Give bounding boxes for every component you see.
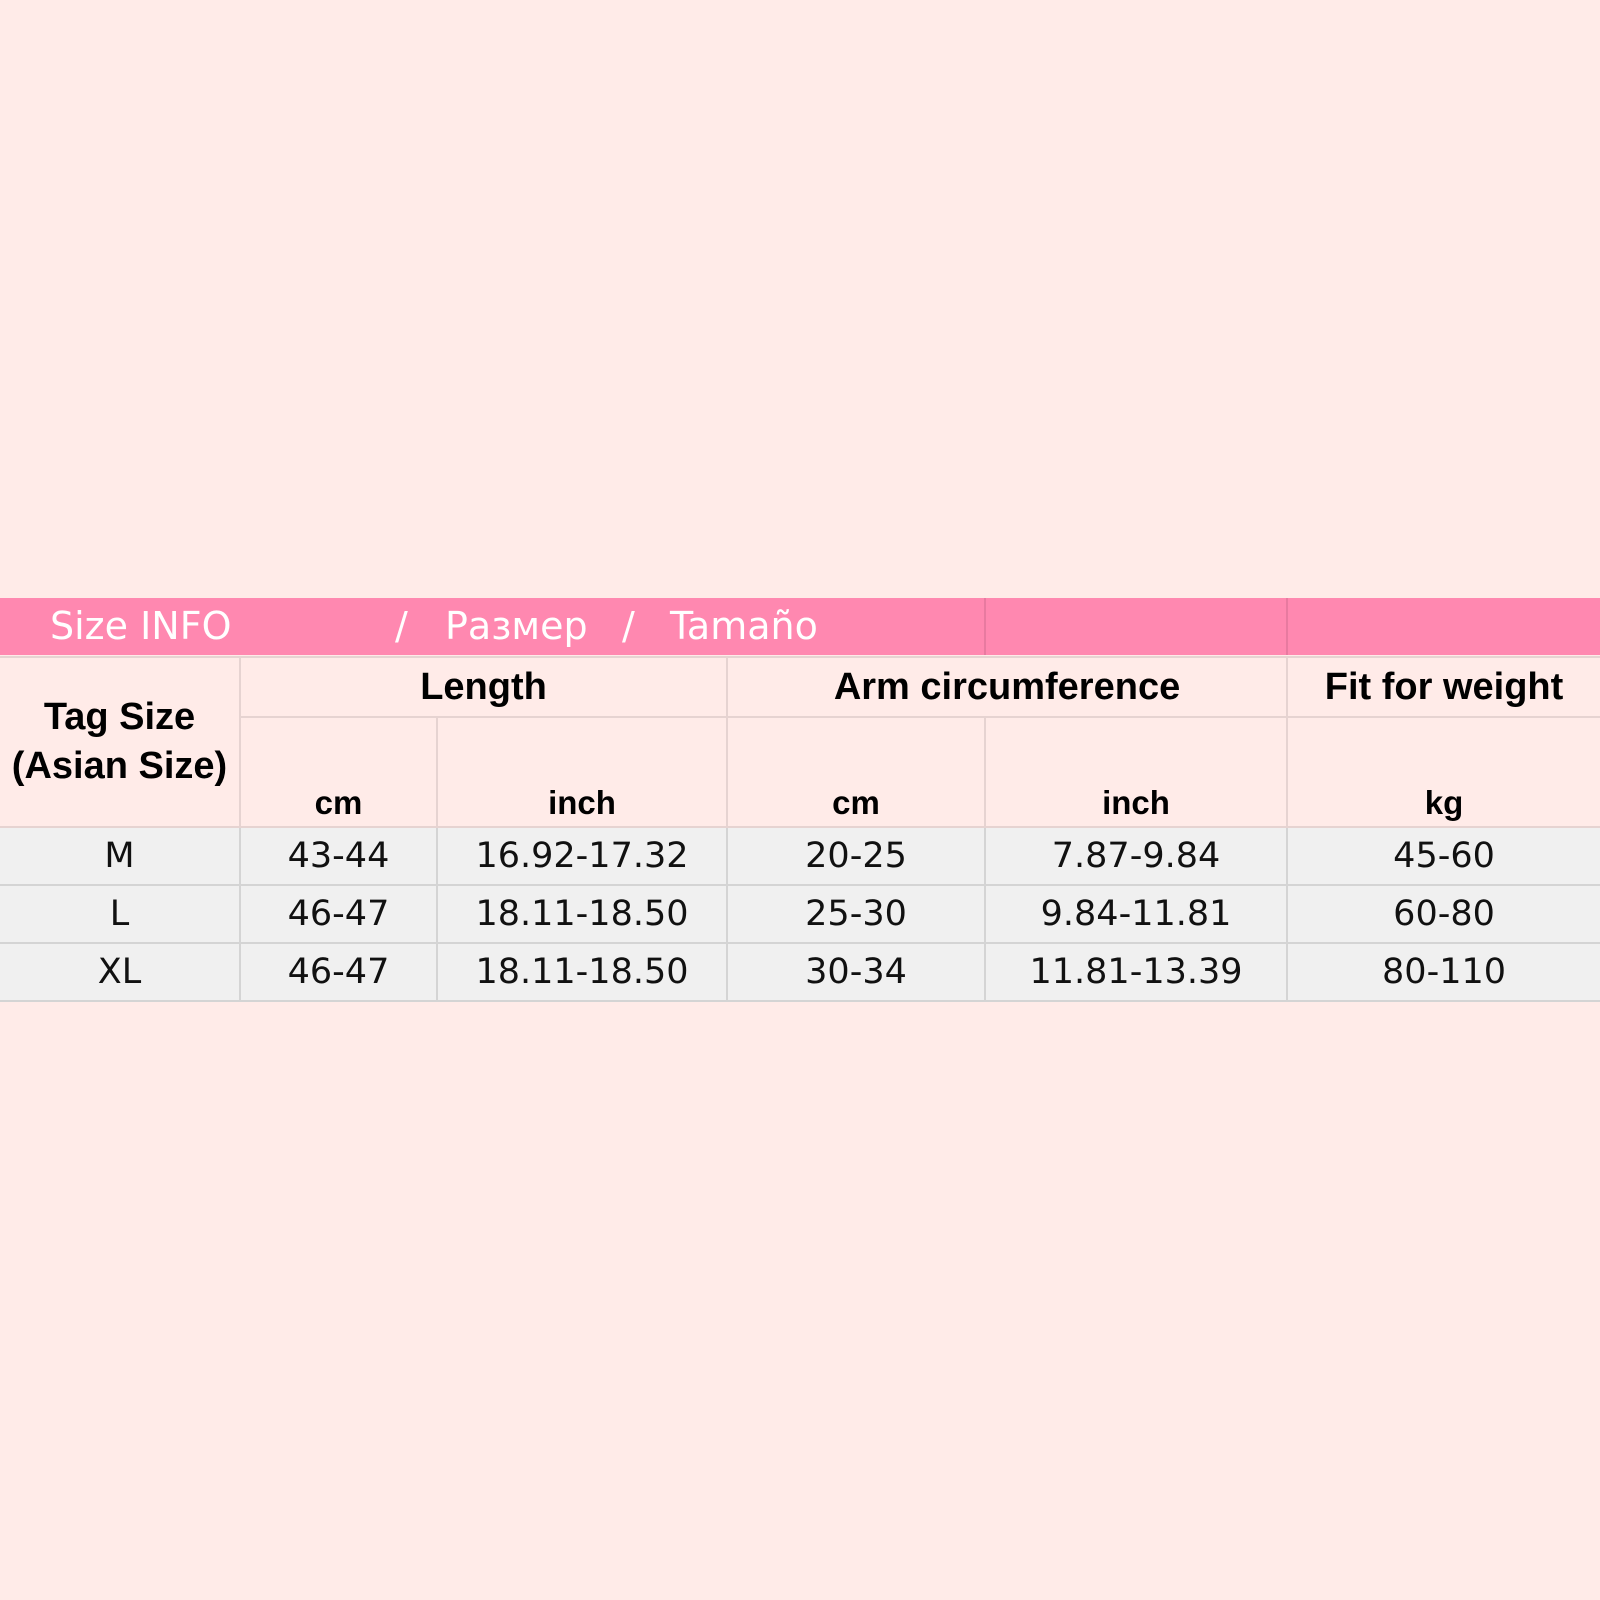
cell: 9.84-11.81 xyxy=(984,884,1289,944)
title-bar: Size INFO / Размер / Tamaño xyxy=(0,598,1600,655)
table-row: L 46-47 18.11-18.50 25-30 9.84-11.81 60-… xyxy=(0,884,1600,944)
cell-size: M xyxy=(0,826,241,886)
header-length: Length xyxy=(238,656,729,718)
header-arm-circumference: Arm circumference xyxy=(726,656,1289,718)
header-tag-size: Tag Size (Asian Size) xyxy=(0,656,241,828)
divider xyxy=(984,598,986,655)
divider xyxy=(1286,598,1288,655)
title-es: Tamaño xyxy=(670,604,818,648)
table-row: M 43-44 16.92-17.32 20-25 7.87-9.84 45-6… xyxy=(0,826,1600,886)
unit-inch: inch xyxy=(984,716,1289,828)
cell-size: XL xyxy=(0,942,241,1002)
cell: 80-110 xyxy=(1286,942,1600,1002)
cell: 7.87-9.84 xyxy=(984,826,1289,886)
title-separator: / xyxy=(622,604,635,648)
cell: 11.81-13.39 xyxy=(984,942,1289,1002)
cell: 20-25 xyxy=(726,826,987,886)
unit-cm: cm xyxy=(726,716,987,828)
cell: 18.11-18.50 xyxy=(435,942,729,1002)
title-separator: / xyxy=(395,604,408,648)
cell: 16.92-17.32 xyxy=(435,826,729,886)
cell: 60-80 xyxy=(1286,884,1600,944)
title-en: Size INFO xyxy=(50,604,232,648)
cell-size: L xyxy=(0,884,241,944)
cell: 45-60 xyxy=(1286,826,1600,886)
cell: 43-44 xyxy=(239,826,438,886)
cell: 25-30 xyxy=(726,884,987,944)
unit-kg: kg xyxy=(1286,716,1600,828)
unit-inch: inch xyxy=(435,716,729,828)
unit-cm: cm xyxy=(240,716,438,828)
size-table: Tag Size (Asian Size) Length Arm circumf… xyxy=(0,656,1600,1002)
unit-row: cm inch cm inch kg xyxy=(0,716,1600,828)
title-ru: Размер xyxy=(445,604,588,648)
header-fit-for-weight: Fit for weight xyxy=(1286,656,1600,718)
cell: 46-47 xyxy=(239,884,438,944)
cell: 18.11-18.50 xyxy=(435,884,729,944)
table-row: XL 46-47 18.11-18.50 30-34 11.81-13.39 8… xyxy=(0,942,1600,1002)
cell: 46-47 xyxy=(239,942,438,1002)
header-row: Tag Size (Asian Size) Length Arm circumf… xyxy=(0,656,1600,828)
cell: 30-34 xyxy=(726,942,987,1002)
